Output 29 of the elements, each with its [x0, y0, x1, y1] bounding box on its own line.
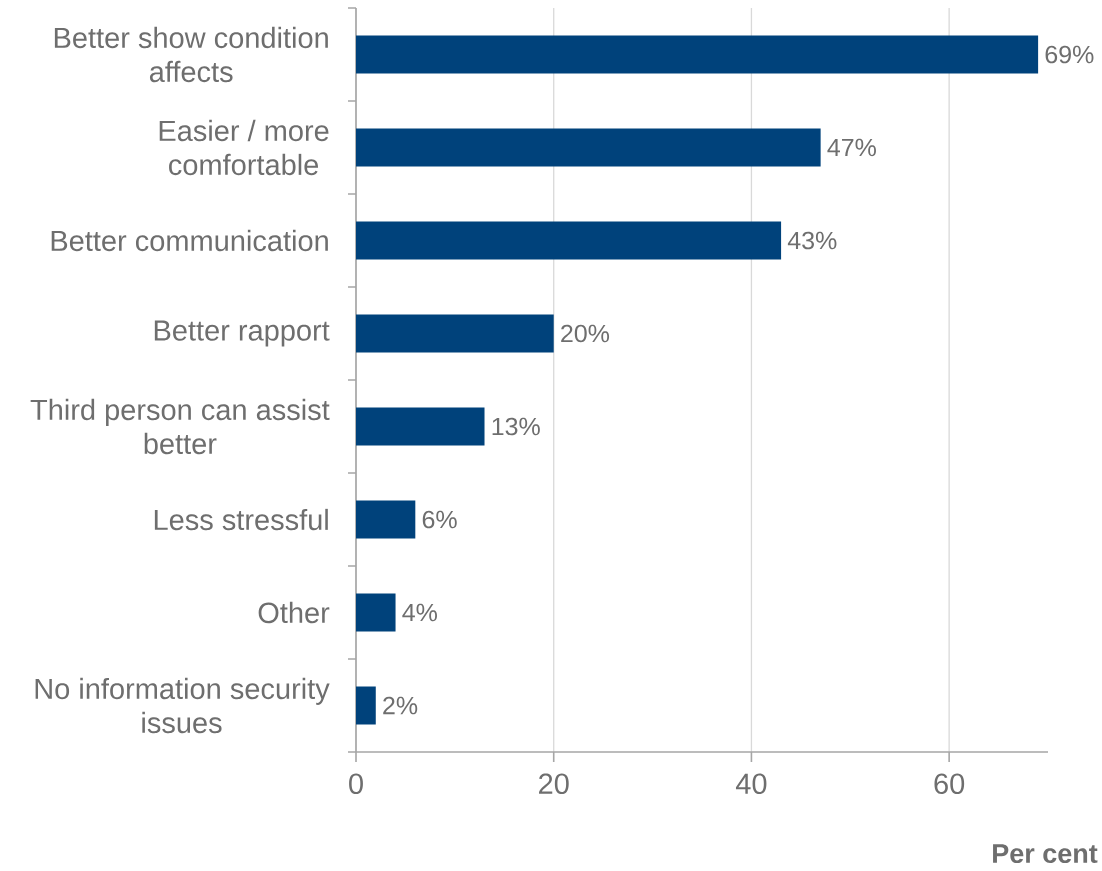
data-label: 69%: [1045, 45, 1094, 64]
bar: [356, 221, 782, 260]
bar: [356, 314, 554, 353]
y-tick-label: Less stressful: [154, 508, 328, 531]
bar: [356, 686, 376, 725]
data-label: 47%: [827, 138, 876, 157]
data-label: 13%: [492, 417, 540, 436]
y-tick-label: No information security issues: [35, 677, 330, 734]
y-tick-label: Better communication: [51, 229, 328, 252]
y-tick-label: Better rapport: [154, 320, 330, 347]
bar: [356, 128, 821, 167]
x-tick-label: 60: [934, 773, 965, 795]
x-tick-label: 20: [539, 773, 569, 795]
data-label: 4%: [402, 603, 437, 622]
bar: [356, 35, 1039, 74]
bar: [356, 593, 396, 632]
y-tick-label: Third person can assist better: [30, 398, 330, 455]
x-tick-label: 40: [735, 773, 767, 795]
x-tick-label: 0: [349, 773, 363, 795]
bar: [356, 407, 485, 446]
data-label: 20%: [561, 324, 610, 343]
y-tick-label: Easier / more comfortable: [159, 119, 329, 176]
data-label: 43%: [787, 231, 837, 250]
y-tick-label: Better show condition affects: [54, 26, 328, 83]
data-label: 6%: [422, 510, 457, 529]
y-tick-label: Other: [258, 601, 330, 624]
data-label: 2%: [383, 696, 418, 715]
bar: [356, 500, 416, 539]
x-axis-title: Per cent: [993, 844, 1098, 864]
